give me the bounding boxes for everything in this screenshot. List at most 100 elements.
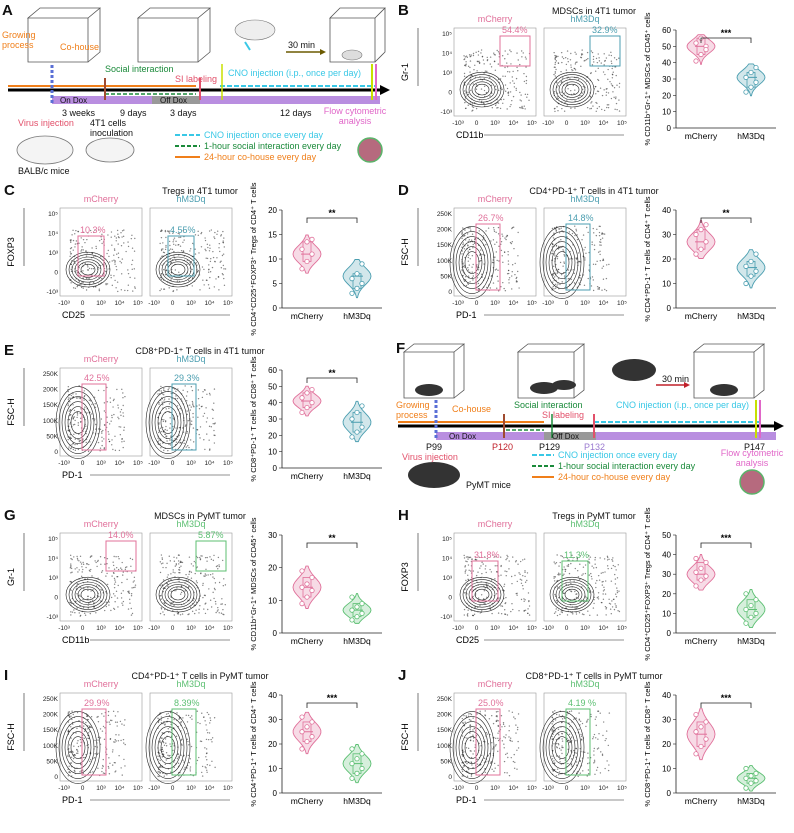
flow-y-axis-label: FSC-H <box>400 238 410 266</box>
y-tick-label: 60 <box>662 26 671 35</box>
gate-percentage: 29.3% <box>174 373 200 383</box>
legend-social: 1-hour social interaction every day <box>204 141 342 151</box>
x-tick-label: 10³ <box>96 625 106 632</box>
panel-d: D CD4⁺PD-1⁺ T cells in 4T1 tumor mCherry 26… <box>394 180 788 340</box>
data-point <box>693 231 699 238</box>
gate-percentage: 14.8% <box>568 213 594 223</box>
y-tick-label: 10 <box>662 280 671 289</box>
y-tick-label: 250K <box>437 696 453 703</box>
y-tick-label: -10³ <box>46 614 58 621</box>
y-tick-label: 0 <box>448 774 452 781</box>
flow-violin-figure: mCherry 31.8% -10³ 0 10³ 10⁴ 10⁵ hM3Dq 11.3% -10³… <box>400 507 776 661</box>
flow-plot-frame <box>59 532 143 622</box>
data-point <box>743 620 749 626</box>
x-tick-label: 10³ <box>490 625 500 632</box>
data-point <box>304 258 310 265</box>
y-tick-label: 100K <box>437 258 453 265</box>
x-tick-label: 10⁴ <box>598 785 608 792</box>
y-tick-label: 0 <box>448 595 452 602</box>
y-tick-label: 10⁵ <box>48 211 58 218</box>
on-dox: On Dox <box>60 96 88 105</box>
min-label: 30 min <box>288 40 316 50</box>
data-point <box>693 583 699 589</box>
growing-label: Growing process <box>396 400 430 420</box>
violin-hM3Dq <box>736 63 766 97</box>
data-point <box>698 246 704 252</box>
significance-bracket <box>700 217 752 223</box>
data-point <box>354 271 360 277</box>
flow-plot-frame <box>543 207 627 297</box>
y-tick-label: 40 <box>662 59 671 68</box>
category-label: mCherry <box>685 131 718 141</box>
x-tick-label: 0 <box>565 785 569 792</box>
panel-label: D <box>398 182 409 199</box>
x-tick-label: 10⁴ <box>114 785 124 792</box>
condition-label: mCherry <box>478 194 513 204</box>
category-label: mCherry <box>685 636 718 646</box>
y-tick-label: 10⁵ <box>442 31 452 38</box>
condition-label: mCherry <box>84 679 119 689</box>
y-tick-label: 30 <box>268 716 277 725</box>
y-tick-label: 200K <box>43 712 59 719</box>
virus-label: Virus injection <box>18 118 74 128</box>
legend-cno: CNO injection once every day <box>558 450 678 460</box>
y-tick-label: 100K <box>437 743 453 750</box>
growing-label: Growing process <box>2 30 36 50</box>
x-tick-label: 10⁴ <box>508 300 518 307</box>
category-label: mCherry <box>291 796 324 806</box>
violin-mCherry <box>686 553 716 591</box>
y-tick-label: 20 <box>662 255 671 264</box>
y-tick-label: 20 <box>662 740 671 749</box>
x-tick-label: 10³ <box>490 785 500 792</box>
inoc-label: 4T1 cells inoculation <box>90 118 134 138</box>
panel-i: I CD4⁺PD-1⁺ T cells in PyMT tumor mCherry 2… <box>0 665 394 825</box>
y-tick-label: 40 <box>268 691 277 700</box>
panel-label: B <box>398 2 409 19</box>
data-point <box>693 40 699 46</box>
flow-label: Flow cytometric analysis <box>720 448 784 468</box>
violin-mCherry <box>686 219 716 259</box>
data-point <box>693 729 699 735</box>
y-tick-label: 0 <box>273 789 278 798</box>
x-tick-label: 10⁵ <box>527 785 537 792</box>
flow-plot-frame <box>149 532 233 622</box>
data-point <box>309 574 315 581</box>
data-point <box>309 251 315 257</box>
flow-events <box>449 710 520 784</box>
y-tick-label: 10 <box>268 255 277 264</box>
y-tick-label: 20 <box>268 564 277 573</box>
panel-title: CD8⁺PD-1⁺ T cells in PyMT tumor <box>525 671 663 681</box>
gate-mcherry <box>81 708 107 776</box>
gate-percentage: 54.4% <box>502 25 528 35</box>
data-point <box>359 403 365 409</box>
gate-percentage: 29.9% <box>84 698 110 708</box>
x-tick-label: -10³ <box>452 120 464 127</box>
flow-plot-frame <box>149 692 233 782</box>
y-tick-label: 0 <box>667 629 672 638</box>
panel-h: H Tregs in PyMT tumor mCherry 31.8% -10³ 0 10³… <box>394 505 788 665</box>
legend-cohouse: 24-hour co-house every day <box>558 472 671 482</box>
flow-y-axis-label: Gr-1 <box>6 568 16 586</box>
y-tick-label: 100K <box>43 743 59 750</box>
data-point <box>354 285 360 292</box>
gate-hm3dq <box>565 708 591 776</box>
data-point <box>703 559 709 566</box>
panel-b: B MDSCs in 4T1 tumor mCherry 54.4% -10³ 0 10³ 1… <box>394 0 788 160</box>
x-tick-label: 10⁵ <box>617 625 627 632</box>
data-point <box>359 601 365 607</box>
data-point <box>299 395 305 401</box>
significance-stars: *** <box>327 693 338 703</box>
significance-stars: ** <box>328 368 336 378</box>
panel-title: CD8⁺PD-1⁺ T cells in 4T1 tumor <box>135 346 265 356</box>
data-point <box>743 785 749 791</box>
x-tick-label: -10³ <box>148 300 160 307</box>
flow-y-axis-label: Gr-1 <box>400 63 410 81</box>
x-tick-label: 10⁴ <box>204 300 214 307</box>
flow-events <box>155 229 227 293</box>
data-point <box>299 409 305 416</box>
gate-percentage: 31.8% <box>474 550 500 560</box>
data-point <box>304 581 310 587</box>
y-tick-label: 0 <box>54 270 58 277</box>
data-point <box>753 79 759 85</box>
